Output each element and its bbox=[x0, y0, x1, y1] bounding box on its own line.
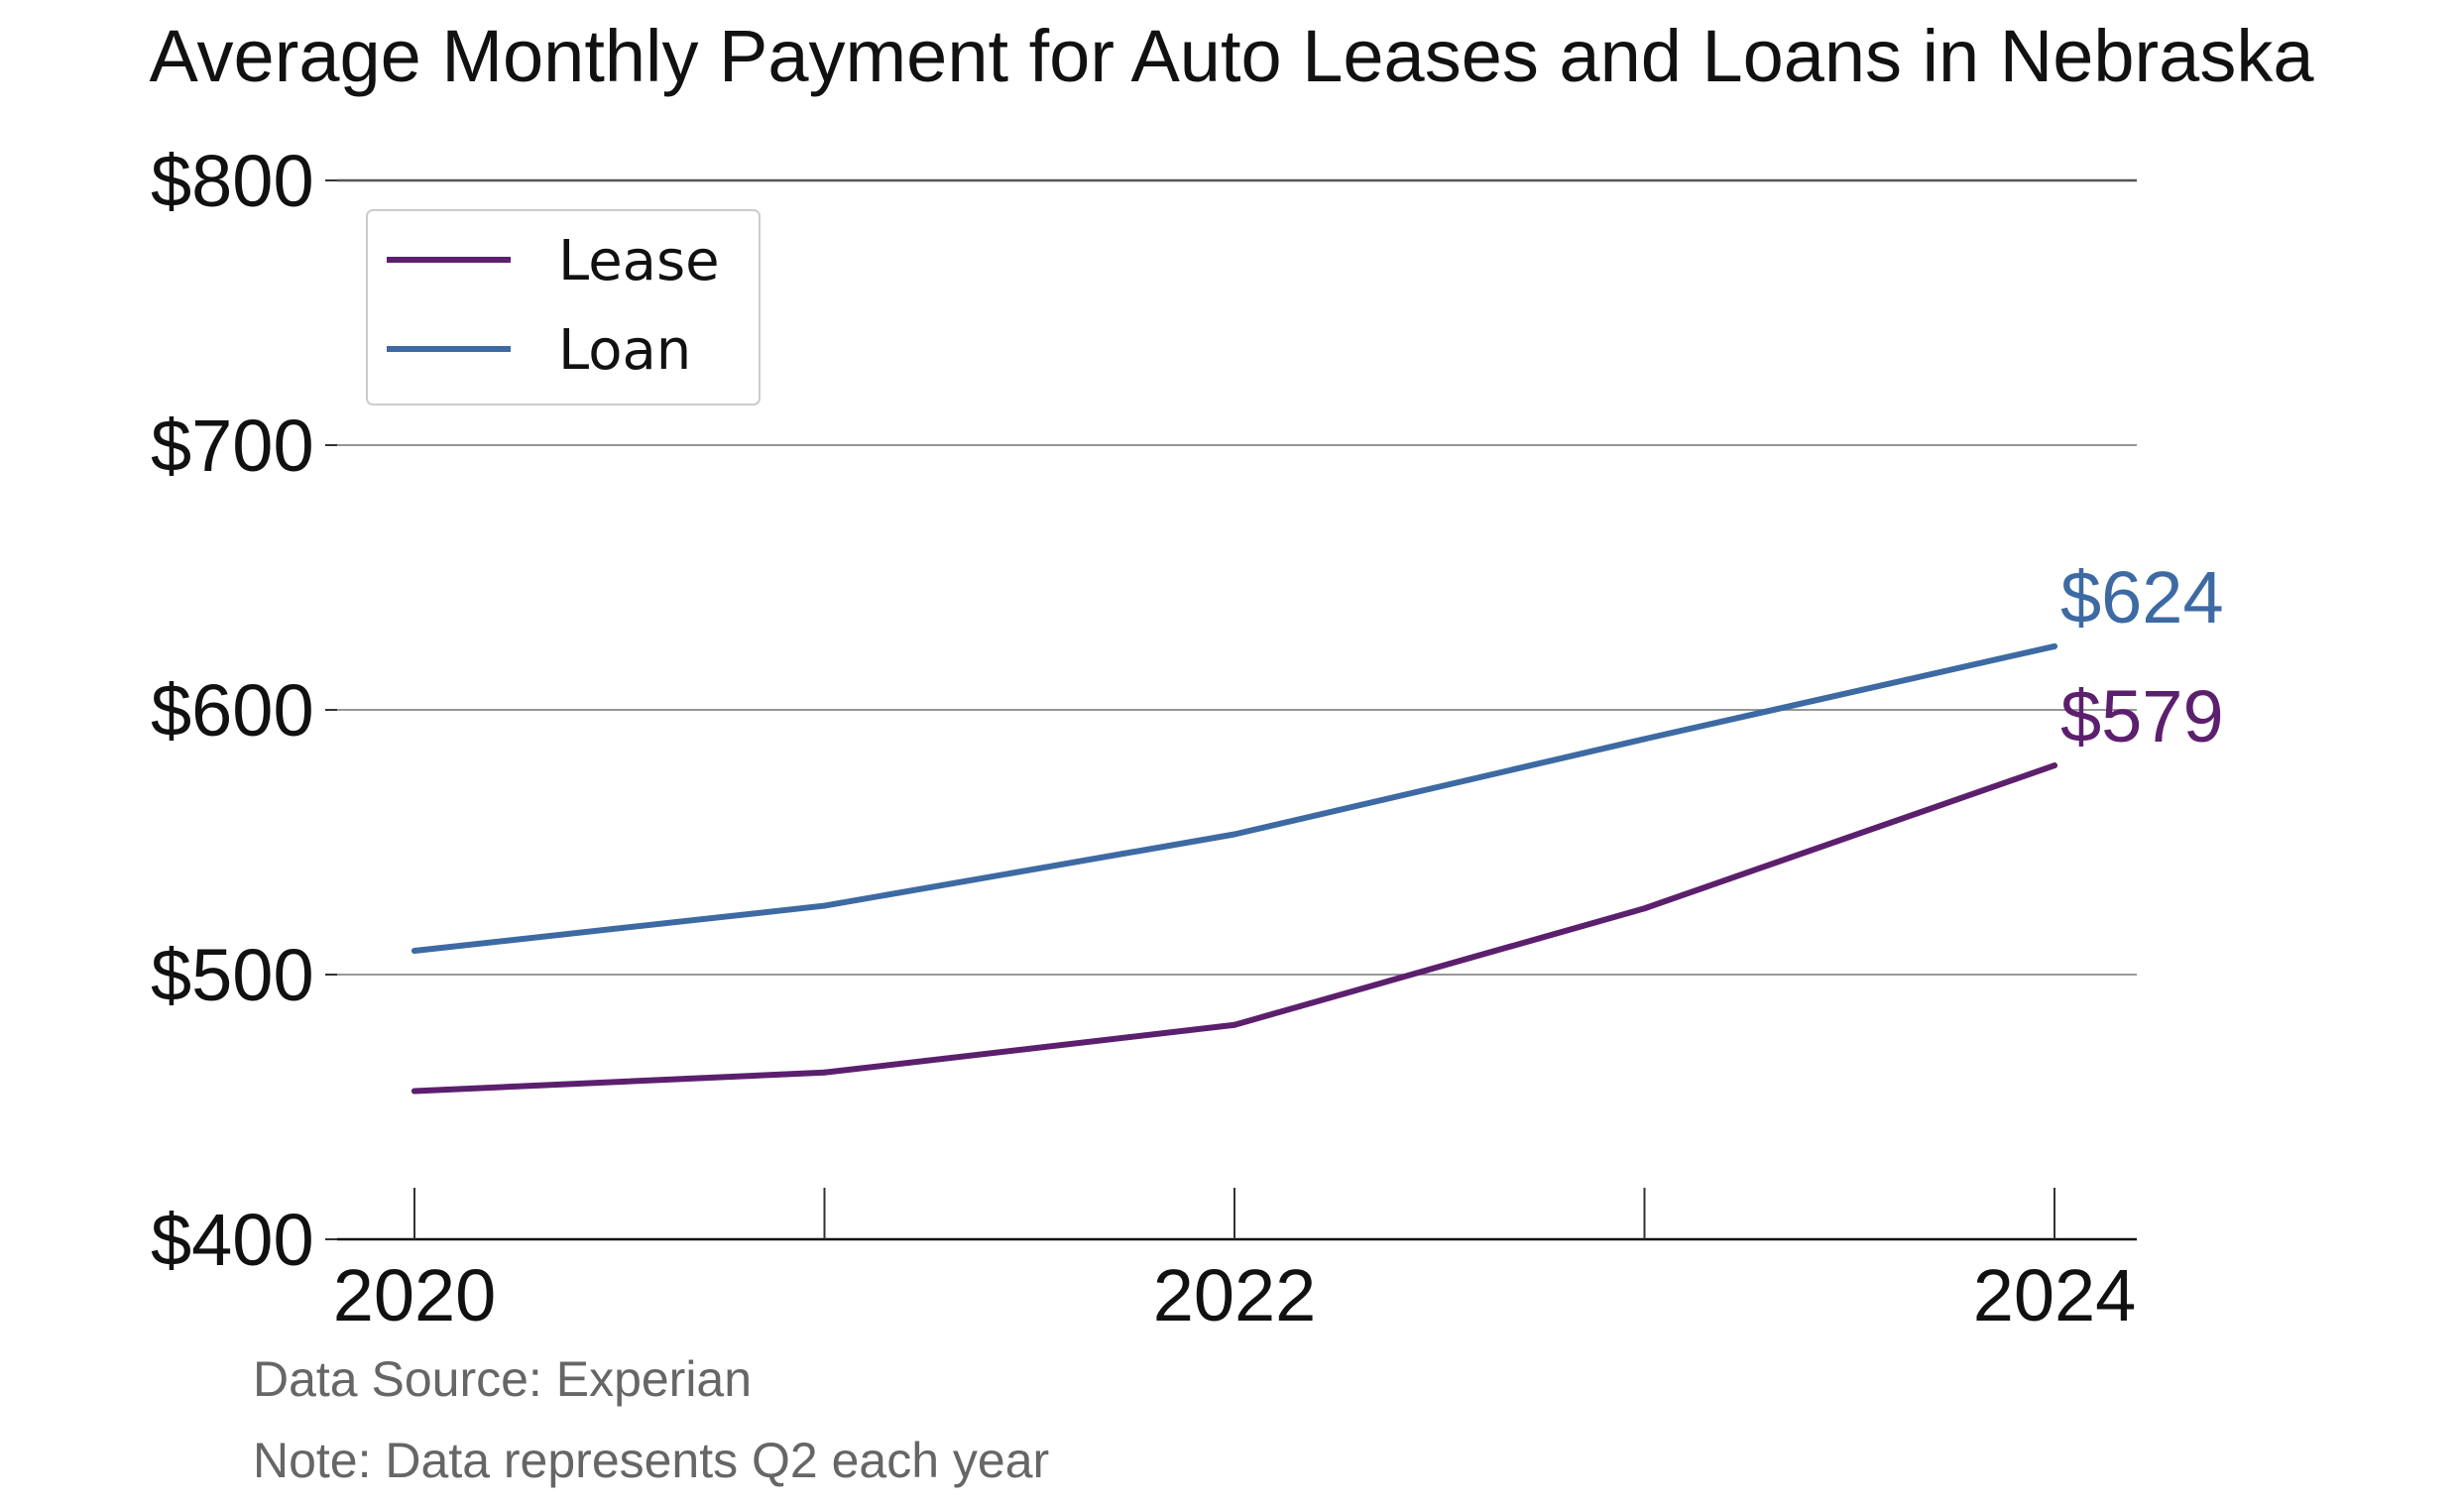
x-tick-label-2020: 2020 bbox=[333, 1254, 497, 1336]
series-lines bbox=[411, 642, 2057, 1095]
data-point-loan-2022 bbox=[1232, 831, 1237, 838]
y-tick-label-600: $600 bbox=[151, 669, 314, 752]
data-point-lease-2022 bbox=[1232, 1021, 1237, 1028]
data-point-lease-2023 bbox=[1641, 905, 1648, 912]
x-tick-label-2024: 2024 bbox=[1973, 1254, 2137, 1336]
y-axis-ticks: $400 $500 $600 $700 $800 bbox=[151, 140, 337, 1281]
data-point-lease-2021 bbox=[821, 1069, 828, 1076]
gridlines bbox=[337, 178, 2137, 976]
y-tick-label-400: $400 bbox=[151, 1199, 314, 1281]
data-point-loan-2020 bbox=[411, 947, 417, 954]
data-note: Note: Data represents Q2 each year bbox=[253, 1433, 1049, 1488]
series-line-lease bbox=[411, 762, 2057, 1095]
data-point-lease-2024 bbox=[2052, 762, 2057, 769]
series-line-loan bbox=[411, 642, 2057, 954]
y-tick-label-500: $500 bbox=[151, 934, 314, 1016]
legend-label-lease: Lease bbox=[558, 229, 720, 293]
y-tick-label-700: $700 bbox=[151, 405, 314, 487]
data-point-lease-2020 bbox=[411, 1088, 417, 1095]
x-axis: 2020 2022 2024 bbox=[333, 1188, 2137, 1336]
legend: Lease Loan bbox=[366, 209, 761, 405]
data-point-loan-2023 bbox=[1641, 736, 1648, 743]
chart-title: Average Monthly Payment for Auto Leases … bbox=[150, 15, 2315, 97]
end-label-loan: $624 bbox=[2060, 556, 2224, 638]
data-point-loan-2024 bbox=[2052, 642, 2057, 649]
data-point-loan-2021 bbox=[821, 902, 828, 909]
end-label-lease: $579 bbox=[2060, 675, 2224, 757]
end-labels: $579 $624 bbox=[2060, 556, 2224, 757]
y-tick-label-800: $800 bbox=[151, 140, 314, 222]
legend-label-loan: Loan bbox=[558, 318, 691, 383]
x-tick-label-2022: 2022 bbox=[1153, 1254, 1317, 1336]
data-source-note: Data Source: Experian bbox=[253, 1351, 752, 1407]
